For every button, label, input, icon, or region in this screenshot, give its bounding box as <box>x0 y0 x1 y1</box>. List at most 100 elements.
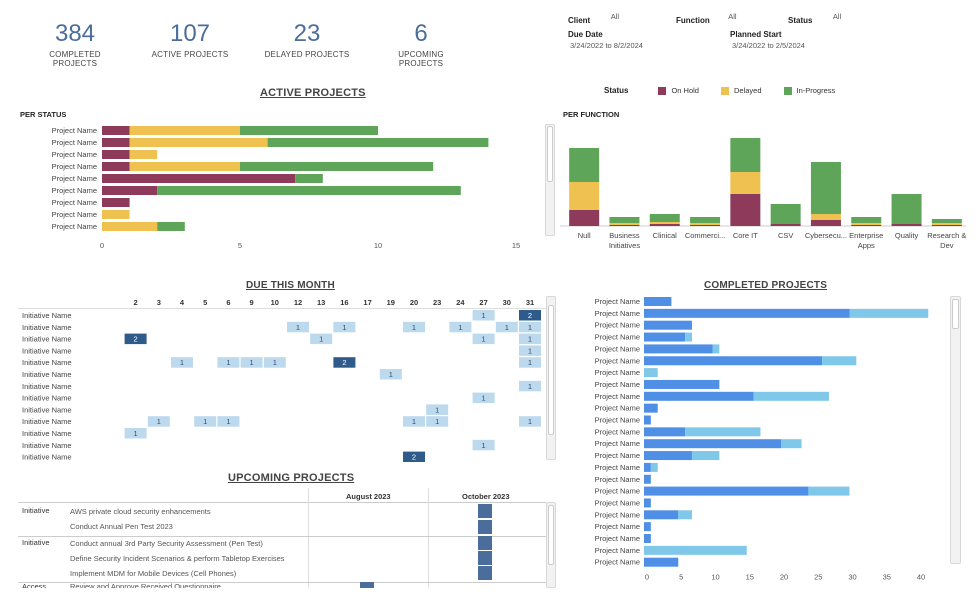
kpi-active: 107 ACTIVE PROJECTS <box>150 20 230 59</box>
heat-cell <box>333 321 356 333</box>
filter-function[interactable]: Function All <box>676 10 776 28</box>
due-this-month-title: DUE THIS MONTH <box>246 280 335 291</box>
completed-scrollbar[interactable] <box>950 296 961 564</box>
cell-value: 1 <box>412 323 416 332</box>
kpi-value: 384 <box>54 20 96 47</box>
bar-segment <box>931 225 962 226</box>
scrollbar-thumb[interactable] <box>548 305 554 435</box>
heat-cell <box>403 321 425 333</box>
bar-segment <box>851 217 882 223</box>
bar-segment <box>650 462 658 472</box>
upcoming-item[interactable]: Implement MDM for Mobile Devices (Cell P… <box>70 569 237 578</box>
row-label: Initiative Name <box>22 346 72 355</box>
x-tick-label: 15 <box>512 241 520 250</box>
row-label: Project Name <box>595 487 640 496</box>
filter-due-label: Due Date <box>568 30 603 39</box>
kpi-value: 23 <box>293 20 321 47</box>
bar-segment <box>649 224 680 226</box>
due-scrollbar[interactable] <box>546 296 556 460</box>
filter-due-date[interactable]: Due Date 3/24/2022 to 8/2/2024 <box>568 30 708 50</box>
bar-segment <box>609 217 640 223</box>
bar-segment <box>691 451 720 461</box>
x-tick-label: Enterprise <box>849 231 883 240</box>
filter-status-value[interactable]: All <box>832 12 842 21</box>
filter-status[interactable]: Status All <box>788 10 888 28</box>
bar-segment <box>644 522 651 532</box>
bar-segment <box>644 344 713 354</box>
row-label: Project Name <box>52 138 97 147</box>
filter-client[interactable]: Client All <box>568 10 668 28</box>
bar-segment <box>569 210 600 226</box>
bar-segment <box>129 150 158 159</box>
legend-item-in-progress[interactable]: In-Progress <box>783 86 835 95</box>
x-tick-label: 0 <box>645 573 649 582</box>
x-tick-label: Null <box>578 231 591 240</box>
upcoming-item[interactable]: Review and Approve Received Questionnair… <box>70 582 221 588</box>
x-tick-label: Quality <box>895 231 919 240</box>
completed-projects-title: COMPLETED PROJECTS <box>704 280 828 291</box>
cell-value: 1 <box>296 323 300 332</box>
gantt-bar[interactable] <box>478 536 492 550</box>
scrollbar-thumb[interactable] <box>547 126 553 182</box>
gantt-bar[interactable] <box>360 582 374 588</box>
x-tick-label: 25 <box>814 573 822 582</box>
heat-cell <box>240 357 263 368</box>
cell-value: 1 <box>226 417 230 426</box>
filter-due-value[interactable]: 3/24/2022 to 8/2/2024 <box>570 41 643 50</box>
row-label: Project Name <box>595 297 640 306</box>
row-label: Initiative Name <box>22 429 72 438</box>
gantt-bar[interactable] <box>478 551 492 565</box>
bar-segment <box>102 186 158 195</box>
bar-segment <box>644 439 781 449</box>
upcoming-item[interactable]: Conduct Annual Pen Test 2023 <box>70 522 173 531</box>
legend-item-on-hold[interactable]: On Hold <box>658 86 699 95</box>
filter-client-value[interactable]: All <box>610 12 620 21</box>
group-label: Access <box>22 582 47 588</box>
heat-cell <box>263 357 286 368</box>
filter-function-value[interactable]: All <box>728 12 737 21</box>
upcoming-item[interactable]: Conduct annual 3rd Party Security Assess… <box>70 539 263 548</box>
cell-value: 1 <box>482 311 486 320</box>
bar-segment <box>644 332 686 342</box>
cell-value: 2 <box>342 358 346 367</box>
x-tick-label: Cybersecu... <box>805 231 847 240</box>
bar-segment <box>644 320 692 330</box>
bar-segment <box>712 344 720 354</box>
column-header: 3 <box>157 298 161 307</box>
row-label: Project Name <box>595 427 640 436</box>
column-header: 20 <box>410 298 418 307</box>
scrollbar-thumb[interactable] <box>548 505 554 565</box>
column-header: 9 <box>250 298 254 307</box>
kpi-upcoming: 6 UPCOMING PROJECTS <box>376 20 466 68</box>
bar-segment <box>295 174 323 183</box>
gantt-bar[interactable] <box>478 504 492 518</box>
filter-planned-start[interactable]: Planned Start 3/24/2022 to 2/5/2024 <box>730 30 870 50</box>
row-label: Project Name <box>595 416 640 425</box>
bar-segment <box>644 474 651 484</box>
gantt-bar[interactable] <box>478 566 492 580</box>
x-tick-label: 5 <box>238 241 242 250</box>
upcoming-item[interactable]: AWS private cloud security enhancements <box>70 507 211 516</box>
row-label: Project Name <box>595 404 640 413</box>
kpi-label: COMPLETED PROJECTS <box>49 50 101 68</box>
row-label: Initiative Name <box>22 405 72 414</box>
legend-swatch-on-hold <box>658 86 667 95</box>
kpi-value: 6 <box>414 20 428 47</box>
upcoming-scrollbar[interactable] <box>546 502 556 588</box>
scrollbar-thumb[interactable] <box>952 299 959 329</box>
legend-item-delayed[interactable]: Delayed <box>720 86 762 95</box>
row-label: Project Name <box>595 522 640 531</box>
cell-value: 2 <box>528 311 532 320</box>
per-status-scrollbar[interactable] <box>545 124 555 236</box>
upcoming-item[interactable]: Define Security Incident Scenarios & per… <box>70 554 285 563</box>
row-label: Project Name <box>595 510 640 519</box>
cell-value: 1 <box>482 335 486 344</box>
filter-planned-value[interactable]: 3/24/2022 to 2/5/2024 <box>732 41 805 50</box>
bar-segment <box>931 223 962 225</box>
cell-value: 1 <box>528 346 532 355</box>
filter-status-label: Status <box>788 16 813 25</box>
heat-cell <box>519 416 541 427</box>
cell-value: 1 <box>389 370 393 379</box>
gantt-bar[interactable] <box>478 520 492 534</box>
